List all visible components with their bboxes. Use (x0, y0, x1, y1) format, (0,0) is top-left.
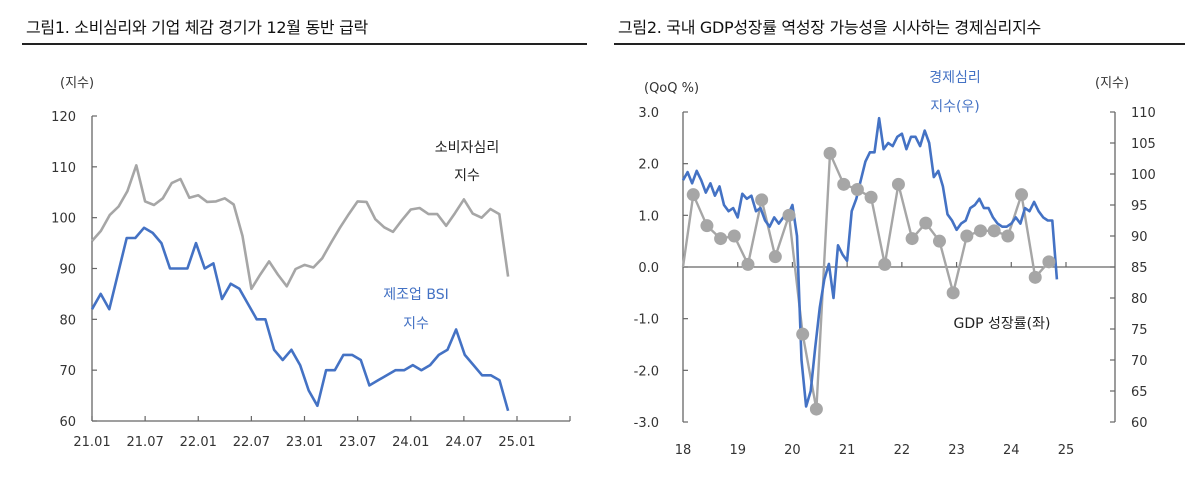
x-tick-label: 22.01 (180, 435, 217, 450)
right-y-tick-label: 70 (1131, 354, 1148, 369)
esi-label-line1: 경제심리 (929, 70, 981, 86)
gdp-growth-point (960, 229, 974, 243)
x-tick-label: 21.07 (127, 435, 164, 450)
right-y-tick-label: 105 (1131, 137, 1156, 152)
gdp-growth-point (946, 286, 960, 300)
left-axis-unit-label: (QoQ %) (644, 81, 699, 96)
right-y-tick-label: 100 (1131, 168, 1156, 183)
right-y-tick-label: 80 (1131, 292, 1148, 307)
left-y-tick-label: 3.0 (638, 106, 659, 121)
gdp-growth-point (755, 193, 769, 207)
gdp-growth-point (1001, 229, 1015, 243)
x-tick-label: 23 (948, 443, 965, 458)
gdp-growth-point (987, 224, 1001, 238)
gdp-growth-point (837, 177, 851, 191)
gdp-growth-point (932, 234, 946, 248)
right-y-tick-label: 110 (1131, 106, 1156, 121)
economic-sentiment-index-line (681, 116, 1059, 408)
y-tick-label: 120 (51, 110, 76, 125)
gdp-growth-point (905, 232, 919, 246)
gdp-growth-point (919, 216, 933, 230)
left-y-tick-label: 0.0 (638, 261, 659, 276)
y-tick-label: 60 (59, 415, 76, 430)
left-y-tick-label: -2.0 (634, 364, 659, 379)
left-y-tick-label: 2.0 (638, 158, 659, 173)
left-y-tick-label: -3.0 (634, 416, 659, 431)
gdp-growth-point (768, 250, 782, 264)
figure-1: 그림1. 소비심리와 기업 체감 경기가 12월 동반 급락 60 70 80 90 1… (22, 18, 587, 450)
x-tick-label: 25.01 (498, 435, 535, 450)
left-y-tick-label: 1.0 (638, 209, 659, 224)
gdp-growth-point (850, 183, 864, 196)
bsi-label-line2: 지수 (403, 316, 429, 332)
gdp-growth-label: GDP 성장률(좌) (954, 316, 1051, 332)
x-tick-label: 22 (894, 443, 911, 458)
consumer-sentiment-label-line2: 지수 (454, 168, 480, 184)
x-tick-label: 23.07 (339, 435, 376, 450)
gdp-growth-point (1015, 188, 1029, 202)
gdp-growth-point (864, 190, 878, 204)
gdp-growth-point (714, 232, 728, 246)
gdp-growth-point (891, 177, 905, 191)
x-tick-label: 21.01 (73, 435, 110, 450)
right-y-tick-label: 95 (1131, 199, 1148, 214)
right-y-tick-label: 65 (1131, 385, 1148, 400)
y-tick-label: 110 (51, 161, 76, 176)
right-y-tick-label: 75 (1131, 323, 1148, 338)
right-y-tick-label: 85 (1131, 261, 1148, 276)
figure-2: 그림2. 국내 GDP성장률 역성장 가능성을 시사하는 경제심리지수 (600, 0, 1199, 500)
gdp-growth-point (823, 146, 837, 160)
y-tick-label: 90 (59, 263, 76, 278)
figure-1-title: 그림1. 소비심리와 기업 체감 경기가 12월 동반 급락 (26, 18, 368, 37)
gdp-growth-point (700, 219, 714, 233)
gdp-growth-point (741, 257, 755, 271)
x-tick-label: 21 (839, 443, 856, 458)
y-tick-label: 100 (51, 212, 76, 227)
left-y-tick-label: -1.0 (634, 313, 659, 328)
gdp-growth-line (681, 152, 1050, 411)
y-tick-label: 70 (59, 364, 76, 379)
figure-2-title: 그림2. 국내 GDP성장률 역성장 가능성을 시사하는 경제심리지수 (618, 18, 1041, 37)
gdp-growth-point (878, 257, 892, 271)
gdp-growth-point (686, 188, 700, 202)
x-tick-label: 24 (1003, 443, 1020, 458)
x-tick-label: 24.01 (392, 435, 429, 450)
right-y-tick-label: 90 (1131, 230, 1148, 245)
gdp-growth-point (782, 208, 796, 222)
gdp-growth-point (809, 402, 823, 416)
right-y-tick-label: 60 (1131, 416, 1148, 431)
chart-1: 60 70 80 90 100 110 120 21.01 21.07 22.01 22.07 23.… (51, 76, 571, 450)
esi-label-line2: 지수(우) (930, 99, 980, 115)
figure-1-title-rule (22, 43, 587, 45)
x-tick-label: 25 (1058, 443, 1075, 458)
gdp-growth-point (727, 229, 741, 243)
x-tick-label: 20 (784, 443, 801, 458)
x-tick-label: 19 (729, 443, 746, 458)
x-tick-label: 24.07 (445, 435, 482, 450)
right-axis-unit-label: (지수) (1095, 76, 1129, 91)
x-tick-label: 18 (675, 443, 692, 458)
bsi-label-line1: 제조업 BSI (383, 287, 448, 303)
manufacturing-bsi-line (90, 226, 510, 412)
y-tick-label: 80 (59, 313, 76, 328)
x-tick-label: 22.07 (233, 435, 270, 450)
consumer-sentiment-label-line1: 소비자심리 (435, 140, 499, 156)
gdp-growth-point (1028, 270, 1042, 284)
y-axis-unit-label: (지수) (60, 76, 94, 91)
gdp-growth-point (974, 224, 988, 238)
gdp-growth-point (1042, 255, 1056, 269)
consumer-sentiment-line (91, 164, 510, 291)
x-tick-label: 23.01 (286, 435, 323, 450)
gdp-growth-point (796, 327, 810, 341)
figure-2-title-rule (614, 43, 1185, 45)
